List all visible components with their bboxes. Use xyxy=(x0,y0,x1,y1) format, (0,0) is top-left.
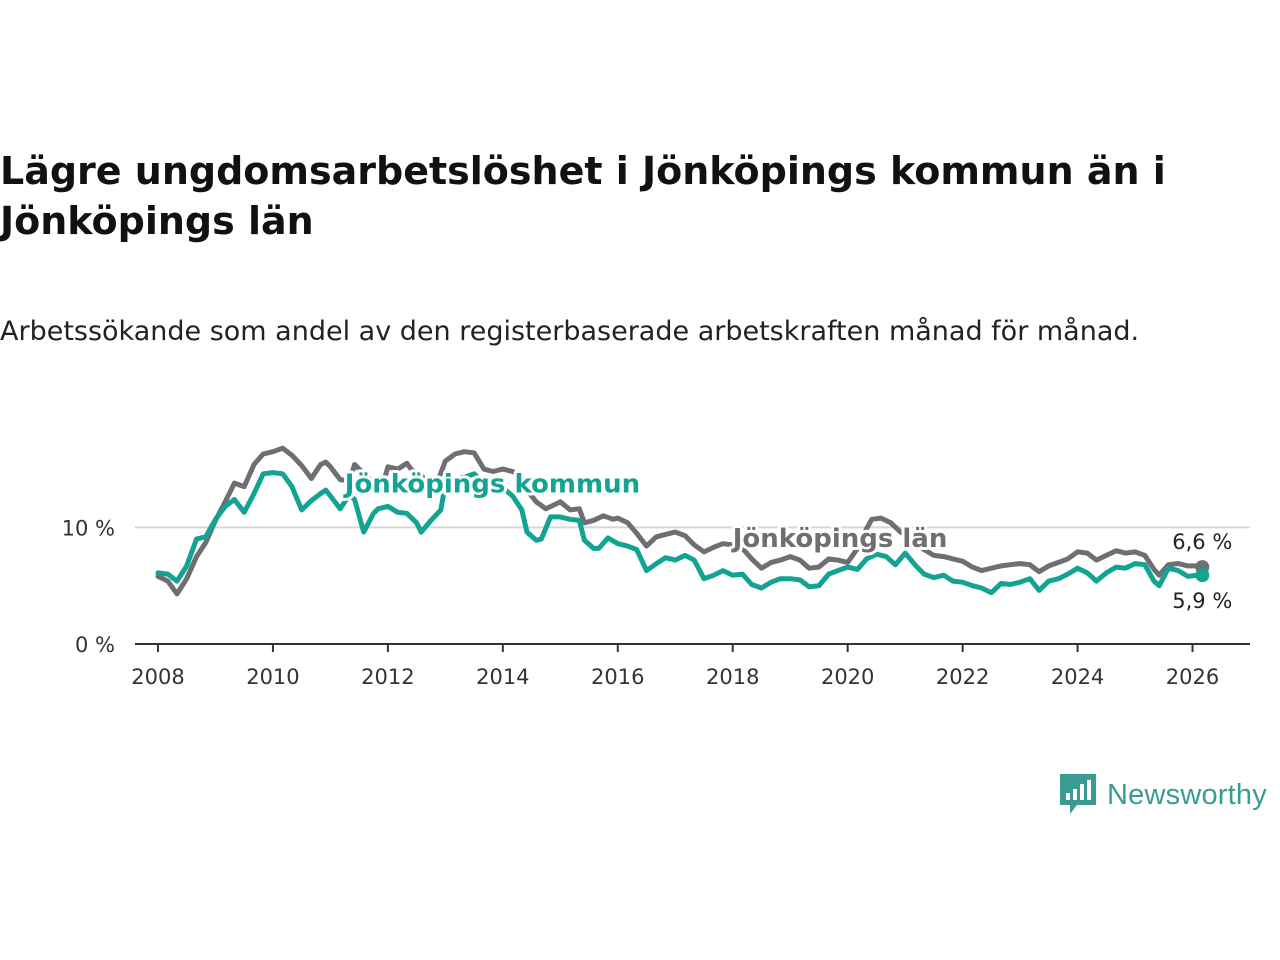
series-line-kommun xyxy=(155,470,1205,596)
x-tick-label: 2024 xyxy=(1051,665,1104,689)
series-label-kommun: Jönköpings kommun xyxy=(343,469,640,499)
x-tick-label: 2020 xyxy=(821,665,874,689)
newsworthy-logo: Newsworthy xyxy=(1058,772,1267,818)
x-tick-label: 2012 xyxy=(361,665,414,689)
label-layer: Jönköpings kommun Jönköpings län 6,6 % 5,9 … xyxy=(340,466,1235,615)
chart-subtitle: Arbetssökande som andel av den registerb… xyxy=(0,316,1140,347)
x-tick-label: 2018 xyxy=(706,665,759,689)
series-label-lan: Jönköpings län xyxy=(731,524,948,554)
series-layer xyxy=(155,445,1210,597)
end-label-kommun: 5,9 % xyxy=(1172,589,1232,613)
x-tick-label: 2010 xyxy=(246,665,299,689)
x-tick-label: 2026 xyxy=(1166,665,1219,689)
series-line-lan xyxy=(155,445,1205,597)
brand-name: Newsworthy xyxy=(1107,778,1267,811)
x-tick-label: 2016 xyxy=(591,665,644,689)
y-tick-label: 0 % xyxy=(75,633,115,657)
newsworthy-logo-icon xyxy=(1060,774,1096,814)
chart-title: Lägre ungdomsarbetslöshet i Jönköpings k… xyxy=(0,149,1166,243)
x-tick-label: 2014 xyxy=(476,665,529,689)
y-tick-label: 10 % xyxy=(62,516,115,540)
axis-layer: 0 % 10 % 2008 2010 2012 2014 2016 2018 2020 2022 2… xyxy=(62,516,1250,689)
end-label-lan: 6,6 % xyxy=(1172,530,1232,554)
end-point-kommun xyxy=(1195,568,1210,583)
x-tick-label: 2022 xyxy=(936,665,989,689)
x-tick-label: 2008 xyxy=(131,665,184,689)
